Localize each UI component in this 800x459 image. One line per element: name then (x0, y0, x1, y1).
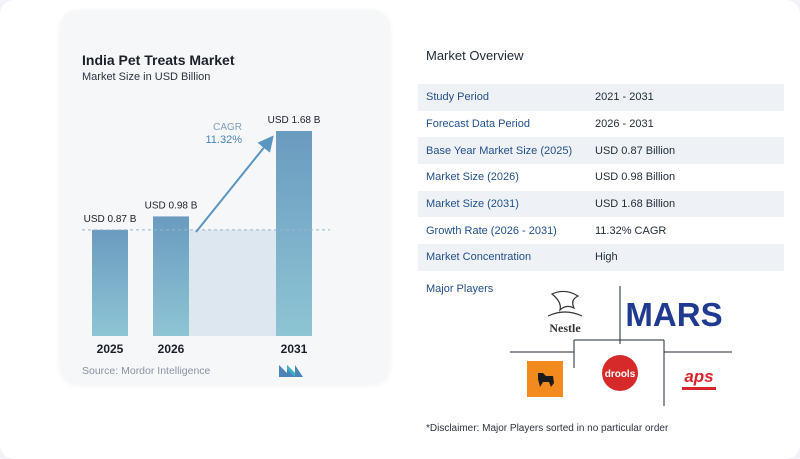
overview-row: Base Year Market Size (2025) USD 0.87 Bil… (418, 137, 784, 165)
data-label-2031: USD 1.68 B (268, 115, 321, 126)
row-label: Market Size (2031) (426, 198, 519, 211)
overview-row: Market Concentration High (418, 244, 784, 271)
bar-2025 (92, 229, 128, 336)
source-note: Source: Mordor Intelligence (82, 365, 211, 377)
tick-label-2026: 2026 (158, 342, 185, 356)
overview-title: Market Overview (426, 48, 524, 63)
orange-brand-logo (527, 361, 563, 397)
row-value: High (595, 251, 618, 264)
row-label: Market Concentration (426, 251, 532, 264)
nestle-logo: Nestle (547, 290, 583, 335)
drools-wordmark: drools (605, 369, 636, 380)
drools-logo: drools (602, 355, 638, 391)
mordor-logo-icon (279, 365, 303, 377)
overview-row: Market Size (2031) USD 1.68 Billion (418, 190, 784, 218)
overview-table: Study Period 2021 - 2031 Forecast Data Pe… (418, 84, 784, 271)
cagr-value: 11.32% (206, 134, 243, 146)
overview-row: Forecast Data Period 2026 - 2031 (418, 111, 784, 138)
row-label: Base Year Market Size (2025) (426, 144, 573, 157)
aps-logo: aps (682, 367, 716, 390)
row-value: USD 0.98 Billion (595, 171, 676, 184)
major-players-title: Major Players (426, 283, 494, 295)
players-grid (510, 286, 732, 406)
cagr-label: CAGR (213, 122, 242, 133)
overview-row: Market Size (2026) USD 0.98 Billion (418, 164, 784, 191)
bar-2026 (153, 216, 189, 336)
row-value: USD 0.87 Billion (595, 144, 676, 157)
bar-2031 (276, 131, 312, 336)
row-value: 2021 - 2031 (595, 91, 654, 104)
chart-title: India Pet Treats Market (82, 52, 235, 68)
chart-plot: USD 0.87 B 2025 USD 0.98 B 2026 USD 1.68 B 20… (82, 115, 330, 356)
row-value: 11.32% CAGR (595, 224, 667, 237)
growth-shade (189, 229, 276, 336)
overview-row: Study Period 2021 - 2031 (418, 84, 784, 111)
row-label: Market Size (2026) (426, 171, 519, 184)
nestle-wordmark: Nestle (549, 321, 581, 335)
mars-wordmark: MARS (626, 296, 722, 332)
row-label: Study Period (426, 91, 489, 104)
overview-row: Growth Rate (2026 - 2031) 11.32% CAGR (418, 217, 784, 244)
chart-subtitle: Market Size in USD Billion (82, 71, 211, 83)
row-label: Growth Rate (2026 - 2031) (426, 224, 557, 237)
aps-wordmark: aps (684, 367, 713, 386)
data-label-2026: USD 0.98 B (145, 200, 198, 211)
row-value: 2026 - 2031 (595, 118, 654, 131)
tick-label-2031: 2031 (281, 342, 308, 356)
row-label: Forecast Data Period (426, 118, 530, 131)
mars-logo: MARS (626, 296, 722, 332)
tick-label-2025: 2025 (97, 342, 124, 356)
disclaimer: *Disclaimer: Major Players sorted in no … (426, 423, 669, 434)
cagr-arrow (195, 135, 274, 233)
data-label-2025: USD 0.87 B (84, 214, 137, 225)
row-value: USD 1.68 Billion (595, 198, 676, 211)
